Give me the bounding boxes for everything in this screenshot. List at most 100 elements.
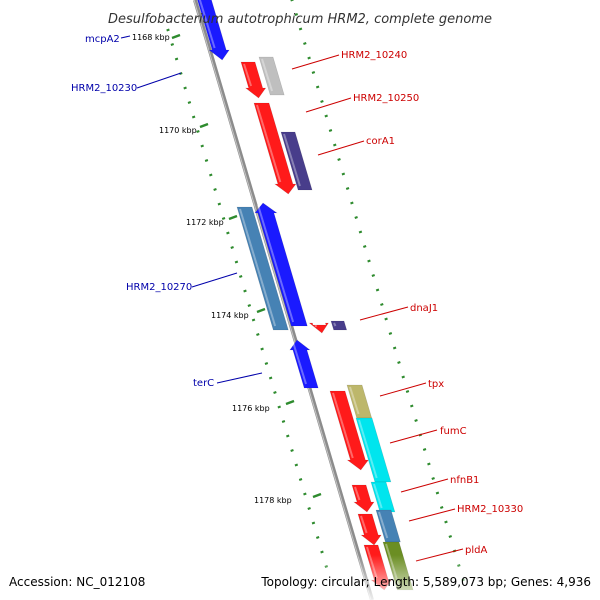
gene-terC[interactable] (289, 339, 319, 389)
tick-dot (213, 188, 217, 191)
tick-dot (209, 173, 213, 177)
kbp-label-1170: 1170 kbp (159, 126, 197, 135)
gene-mcpA2[interactable] (196, 0, 230, 61)
tick-dot (303, 492, 307, 496)
gene-terC-shine (292, 341, 307, 385)
tick-dot (226, 231, 230, 235)
gene-label-HRM2_10270[interactable]: HRM2_10270 (126, 282, 192, 293)
gene-HRM2_10270b-shine (257, 204, 295, 323)
tick-dot (230, 246, 234, 249)
gene-HRM2_10270-shine (239, 208, 277, 327)
kbp-tick-1168 (171, 33, 181, 40)
gene-fumC-shine (358, 419, 378, 479)
gene-labels-right: HRM2_10240 HRM2_10250 corA1 dnaJ1 tpx fu… (291, 50, 523, 562)
tick-dot (307, 56, 311, 60)
gene-label-dnaJ1[interactable]: dnaJ1 (410, 303, 438, 314)
gene-fumC-red[interactable] (329, 390, 370, 471)
tick-dot (170, 43, 175, 46)
tick-dot (298, 478, 303, 481)
gene-label-pldA[interactable]: pldA (465, 545, 487, 556)
gene-dnaJ1[interactable] (308, 322, 329, 334)
tick-dot (277, 405, 281, 409)
gene-HRM2_10270b[interactable] (254, 202, 308, 327)
tick-dot (324, 114, 328, 118)
gene-label-HRM2_10330[interactable]: HRM2_10330 (457, 504, 523, 515)
gene-label-tpx[interactable]: tpx (428, 379, 444, 390)
tick-dot (238, 275, 243, 278)
kbp-label-1168: 1168 kbp (132, 33, 170, 42)
gene-dnaJ1b[interactable] (330, 320, 348, 331)
tick-dot (260, 347, 264, 351)
tick-dot (311, 71, 316, 74)
gene-HRM2_10240-shine (243, 63, 253, 87)
tick-dots (166, 0, 465, 582)
tick-dot (204, 159, 209, 162)
tick-dot (273, 391, 277, 394)
tick-dot (341, 172, 346, 176)
gene-HRM2_10250[interactable] (253, 102, 297, 195)
kbp-label-1172: 1172 kbp (186, 218, 224, 227)
gene-fumC[interactable] (355, 417, 392, 483)
gene-label-corA1[interactable]: corA1 (366, 136, 395, 147)
genome-summary: Topology: circular; Length: 5,589,073 bp… (260, 575, 591, 589)
tick-dot (392, 346, 397, 350)
kbp-label-1174: 1174 kbp (211, 311, 249, 320)
genome-backbone (193, 0, 374, 600)
tick-dot (384, 317, 388, 321)
tick-dot (315, 85, 320, 89)
tick-dot (431, 477, 435, 480)
tick-dot (281, 420, 286, 423)
tick-dot (414, 419, 418, 422)
tick-dot (247, 304, 252, 307)
gene-HRM2_10330-red[interactable] (357, 513, 382, 546)
gene-label-HRM2_10250[interactable]: HRM2_10250 (353, 93, 419, 104)
tick-dot (427, 462, 431, 466)
gene-leader-fumC (389, 429, 438, 444)
tick-dot (294, 13, 299, 16)
gene-label-HRM2_10230[interactable]: HRM2_10230 (71, 83, 137, 94)
tick-dot (371, 274, 376, 277)
gene-label-nfnB1[interactable]: nfnB1 (450, 475, 479, 486)
gene-HRM2_10240[interactable] (240, 61, 267, 99)
gene-leader-HRM2_10250 (305, 97, 352, 113)
gene-leader-mcpA2 (120, 35, 131, 39)
kbp-label-1178: 1178 kbp (254, 496, 292, 505)
gene-label-mcpA2[interactable]: mcpA2 (85, 34, 120, 45)
bottom-fade (0, 555, 600, 600)
gene-leader-nfnB1 (400, 478, 449, 493)
kbp-tick-1178 (312, 492, 322, 499)
gene-nfnB1-red[interactable] (351, 484, 375, 513)
gene-nfnB1[interactable] (370, 481, 396, 513)
gene-HRM2_10270[interactable] (236, 206, 289, 331)
gene-HRM2_10240b[interactable] (258, 56, 285, 96)
tick-dot (401, 375, 405, 379)
tick-dot (200, 144, 204, 148)
gene-nfnB1-red-shine (354, 486, 361, 501)
tick-dot (320, 100, 324, 103)
tick-dot (294, 463, 299, 467)
gene-leader-HRM2_10240 (291, 54, 340, 70)
tick-dot (217, 202, 222, 206)
tick-dot (362, 245, 367, 248)
tick-dot (264, 362, 269, 365)
genome-backbone-highlight (193, 0, 372, 600)
tick-dot (251, 318, 256, 322)
tick-dot (328, 129, 333, 132)
tick-dot (345, 187, 350, 190)
tick-dot (337, 158, 341, 161)
kbp-tick-1174 (256, 307, 266, 314)
gene-HRM2_10330-shine (378, 511, 389, 539)
gene-leader-HRM2_10270 (191, 272, 238, 288)
gene-HRM2_10330-red-shine (360, 515, 368, 534)
gene-labels-left: mcpA2 HRM2_10230 HRM2_10270 terC (71, 34, 263, 389)
tick-dot (183, 86, 187, 90)
gene-label-HRM2_10240[interactable]: HRM2_10240 (341, 50, 407, 61)
gene-label-terC[interactable]: terC (193, 378, 214, 389)
gene-HRM2_10330[interactable] (375, 509, 401, 543)
tick-dot (234, 260, 239, 264)
gene-label-fumC[interactable]: fumC (440, 426, 467, 437)
tick-dot (367, 259, 371, 263)
gene-leader-HRM2_10230 (136, 72, 182, 89)
tick-dot (307, 507, 311, 510)
gene-corA1[interactable] (280, 131, 313, 191)
